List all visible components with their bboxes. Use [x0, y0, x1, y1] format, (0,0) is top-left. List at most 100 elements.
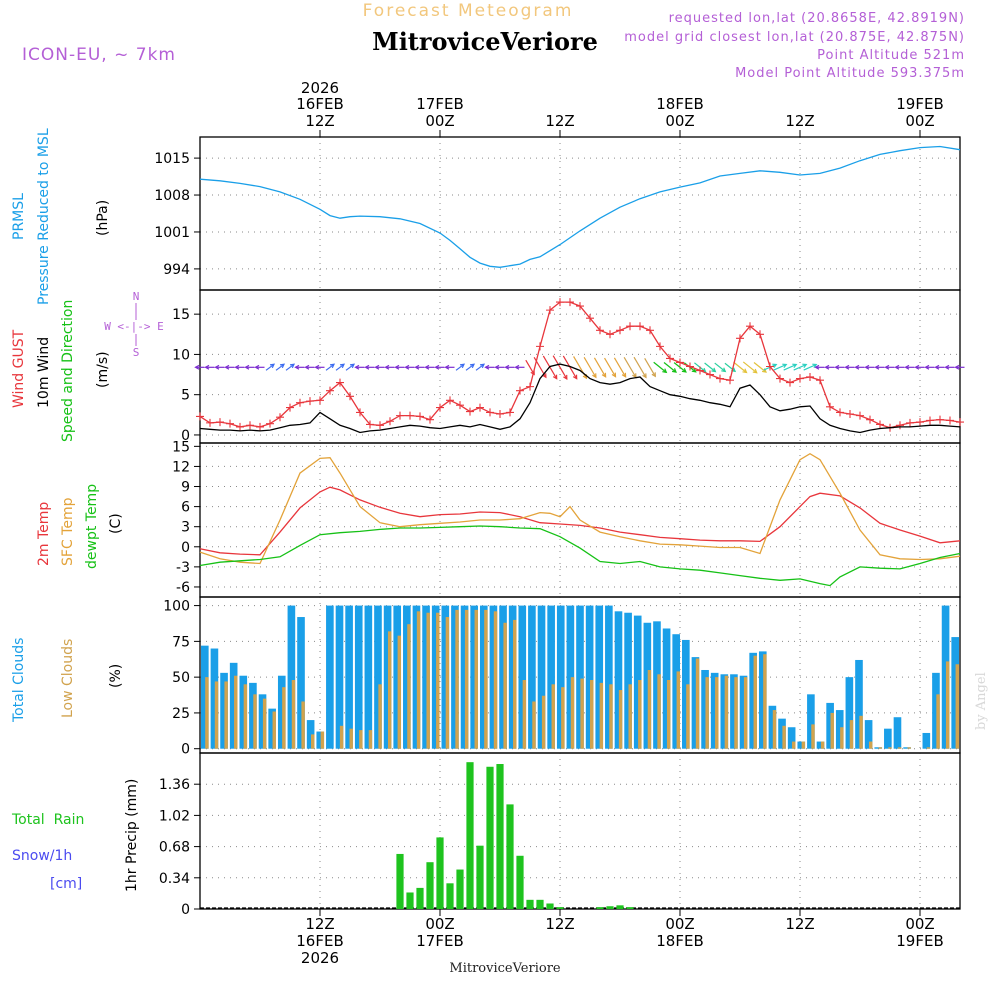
cloud-low-bar	[474, 609, 478, 749]
wind-arrow-head	[563, 374, 568, 380]
cloud-total-bar	[537, 605, 546, 749]
wind-arrow-head	[954, 364, 960, 370]
precip-label-unit: 1hr Precip (mm)	[124, 779, 140, 892]
clouds-label-total: Total Clouds	[11, 638, 27, 723]
precip-ytick-label: 0	[181, 902, 190, 918]
wind-arrow	[613, 357, 627, 378]
wind-gust-marker	[716, 374, 724, 383]
cloud-low-bar	[513, 619, 517, 749]
time-hour-top: 12Z	[785, 112, 814, 130]
precip-bar	[606, 906, 614, 909]
model-label: ICON-EU, ~ 7km	[22, 45, 176, 65]
wind-gust-marker	[336, 378, 344, 387]
cloud-low-bar	[945, 661, 950, 749]
cloud-low-bar	[503, 622, 507, 749]
cloud-low-bar	[657, 674, 661, 749]
wind-gust-marker	[856, 411, 864, 420]
cloud-total-bar	[422, 605, 430, 749]
cloud-total-bar	[335, 605, 344, 749]
clouds-panel: 0 25 50 75 100	[163, 596, 961, 758]
wind-arrow-head	[289, 363, 296, 369]
wind-arrow	[663, 362, 677, 373]
precip-bar	[516, 855, 524, 909]
cloud-total-bar	[210, 648, 219, 749]
wind-arrow-head	[854, 364, 860, 370]
wind-arrow	[714, 362, 726, 372]
precip-bar	[526, 899, 534, 909]
cloud-low-bar	[888, 747, 892, 749]
cloud-total-bar	[451, 605, 459, 749]
wind-gust-marker	[636, 322, 644, 331]
point-altitude: Point Altitude 521m	[817, 48, 965, 63]
wind-arrow	[742, 361, 758, 374]
cloud-low-bar	[638, 680, 642, 749]
cloud-low-bar	[897, 747, 902, 749]
wind-arrow-head	[224, 364, 230, 370]
wind-arrow-head	[414, 364, 420, 370]
cloud-total-bar	[893, 717, 902, 749]
cloud-low-bar	[618, 690, 623, 749]
wind-arrow-head	[394, 364, 400, 370]
wind-arrows	[194, 355, 965, 380]
time-hour-bottom: 00Z	[425, 915, 454, 933]
precip-bar	[506, 804, 514, 909]
wind-gust-marker	[496, 410, 504, 419]
wind-gust-marker	[306, 397, 314, 406]
clouds-ytick-label: 50	[172, 670, 190, 686]
cloud-low-bar	[368, 730, 373, 749]
cloud-low-bar	[609, 684, 613, 749]
cloud-total-bar	[431, 605, 440, 749]
cloud-total-bar	[903, 747, 911, 749]
cloud-total-bar	[479, 605, 488, 749]
wind-arrow-head	[459, 363, 466, 369]
wind-arrow-head	[874, 364, 880, 370]
precip-label-cm: [cm]	[50, 876, 82, 892]
cloud-low-bar	[214, 681, 219, 749]
wind-arrow-head	[824, 364, 830, 370]
cloud-low-bar	[686, 684, 690, 749]
temperature-ytick-label: 12	[172, 459, 190, 475]
wind-gust-marker	[926, 416, 934, 425]
cloud-low-bar	[743, 677, 748, 749]
precip-bar	[416, 887, 424, 909]
wind-gust-marker	[256, 422, 264, 431]
wind-arrow-head	[364, 364, 370, 370]
wind-arrow-head	[504, 364, 510, 370]
precip-bar	[396, 853, 404, 909]
cloud-low-bar	[272, 711, 276, 749]
cloud-low-bar	[695, 658, 700, 749]
cloud-low-bar	[262, 698, 267, 749]
wind-arrow	[475, 363, 485, 371]
cloud-low-bar	[830, 712, 834, 749]
precip-label-rain: Total Rain	[11, 812, 84, 828]
pressure-label-msl: Pressure Reduced to MSL	[36, 128, 52, 305]
cloud-total-bar	[354, 605, 363, 749]
wind-arrow-head	[834, 364, 840, 370]
precip-bar	[476, 845, 484, 909]
wind-arrow	[793, 363, 807, 371]
temperature-ytick-label: 3	[181, 520, 190, 536]
wind-gust-marker	[446, 396, 454, 405]
wind-arrow-head	[621, 372, 627, 378]
cloud-low-bar	[301, 701, 305, 749]
cloud-low-bar	[378, 684, 382, 749]
wind-panel: 0 5 10 15	[172, 289, 965, 444]
wind-arrow-head	[711, 367, 717, 373]
wind-arrow-head	[662, 368, 668, 374]
precip-bar	[546, 903, 554, 909]
wind-gust-marker	[596, 326, 604, 335]
cloud-low-bar	[311, 734, 315, 749]
precip-bar	[466, 762, 474, 909]
wind-arrow-head	[814, 364, 820, 370]
cloud-low-bar	[724, 675, 729, 749]
pressure-ytick-label: 1015	[154, 151, 190, 167]
time-date-bottom: 17FEB	[416, 932, 463, 950]
precip-ytick-label: 0.68	[159, 840, 190, 856]
wind-gust-marker	[386, 417, 394, 426]
compass-west-east: W <-|-> E	[104, 320, 164, 333]
cloud-low-bar	[792, 741, 796, 749]
wind-gust-marker	[826, 402, 834, 411]
cloud-low-bar	[811, 724, 815, 749]
wind-gust-line	[199, 301, 961, 429]
wind-arrow-head	[721, 367, 727, 373]
